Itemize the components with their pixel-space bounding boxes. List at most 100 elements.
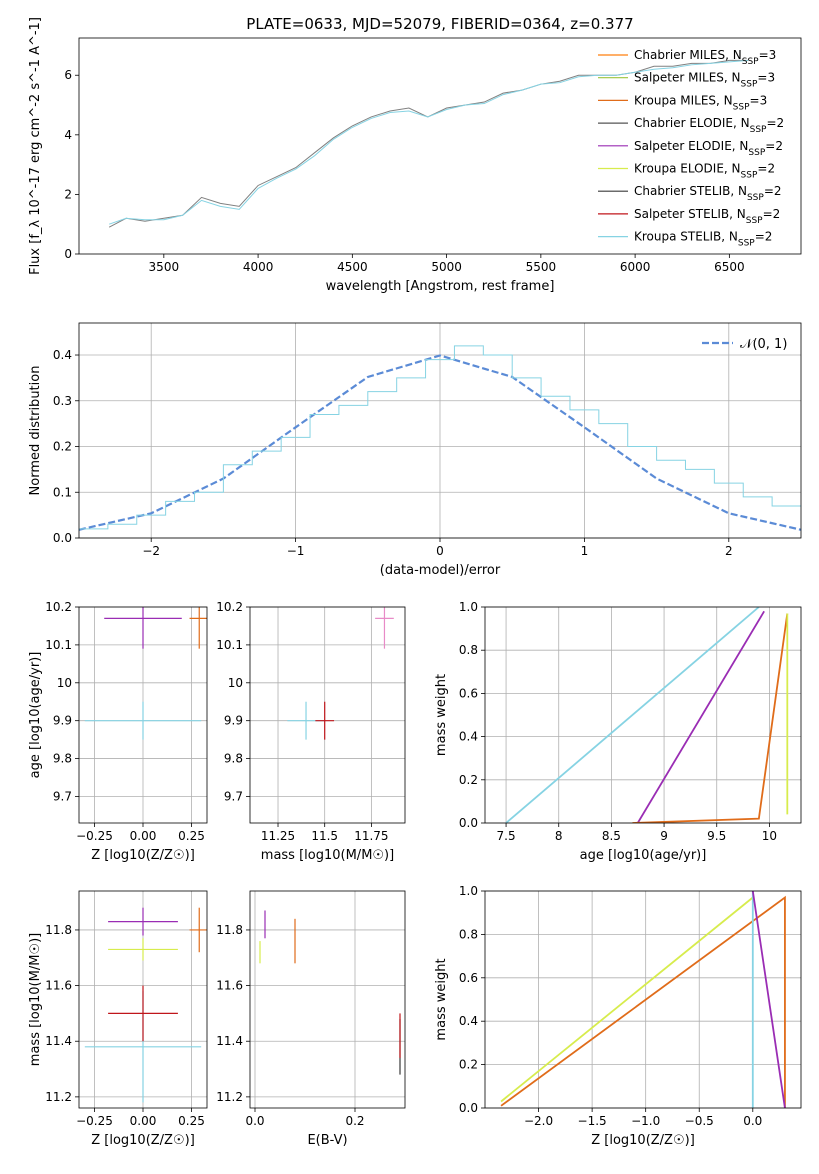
x-tick-label: −1.5 [578, 1114, 607, 1128]
y-axis-label: mass weight [434, 674, 449, 756]
axes-frame [78, 37, 802, 255]
x-tick-label: 11.25 [261, 829, 295, 843]
y-tick-label: 10.1 [216, 638, 243, 652]
x-tick-label: 5000 [431, 260, 462, 274]
figure-title: PLATE=0633, MJD=52079, FIBERID=0364, z=0… [246, 15, 633, 33]
y-tick-label: 0.8 [459, 927, 478, 941]
errorbar-point [189, 607, 207, 649]
x-tick-label: 0.25 [178, 1114, 205, 1128]
series-line [505, 607, 760, 823]
y-axis-label: Flux [f_λ 10^-17 erg cm^-2 s^-1 A^-1] [28, 17, 43, 275]
y-tick-label: 11.8 [216, 923, 243, 937]
residuals-legend: 𝒩(0, 1) [702, 337, 787, 352]
errorbar-point [375, 607, 394, 649]
y-tick-label: 10.2 [45, 600, 72, 614]
y-tick-label: 0.4 [459, 730, 478, 744]
y-tick-label: 0.2 [53, 440, 72, 454]
series-line [500, 896, 754, 1103]
legend-label: Kroupa STELIB, NSSP=2 [634, 230, 772, 249]
series-line [79, 345, 801, 530]
y-tick-label: 11.6 [45, 979, 72, 993]
legend-label: Chabrier STELIB, NSSP=2 [634, 184, 782, 203]
y-tick-label: 0.3 [53, 394, 72, 408]
y-tick-label: 9.9 [53, 714, 72, 728]
series-line [632, 613, 789, 823]
legend-label: Kroupa MILES, NSSP=3 [634, 93, 767, 112]
x-tick-label: 11.75 [354, 829, 388, 843]
legend-label: 𝒩(0, 1) [740, 337, 787, 352]
x-tick-label: 0.0 [245, 1114, 264, 1128]
y-tick-label: 0.1 [53, 485, 72, 499]
x-tick-label: −0.25 [76, 829, 113, 843]
x-axis-label: Z [log10(Z/Z☉)] [91, 1133, 195, 1148]
y-tick-label: 11.4 [45, 1034, 72, 1048]
y-tick-label: 1.0 [459, 884, 478, 898]
y-tick-label: 6 [64, 68, 72, 82]
y-tick-label: 10 [228, 676, 243, 690]
x-tick-label: 8 [555, 829, 563, 843]
legend-label: Kroupa ELODIE, NSSP=2 [634, 162, 775, 181]
y-tick-label: 10.2 [216, 600, 243, 614]
x-tick-label: 10 [762, 829, 777, 843]
x-axis-label: mass [log10(M/M☉)] [261, 848, 394, 863]
y-tick-label: 0.6 [459, 686, 478, 700]
y-axis-label: mass [log10(M/M☉)] [28, 933, 43, 1066]
y-tick-label: 0.6 [459, 971, 478, 985]
errorbar-point [315, 701, 335, 740]
x-axis-label: (data-model)/error [380, 563, 501, 578]
x-tick-label: 7.5 [497, 829, 516, 843]
y-tick-label: 9.8 [53, 752, 72, 766]
errorbar-point [84, 701, 202, 740]
x-axis-label: Z [log10(Z/Z☉)] [91, 848, 195, 863]
y-axis-label: mass weight [434, 958, 449, 1040]
y-tick-label: 4 [64, 128, 72, 142]
x-axis-label: age [log10(age/yr)] [580, 848, 707, 863]
y-tick-label: 0.0 [53, 531, 72, 545]
legend-label: Salpeter ELODIE, NSSP=2 [634, 139, 783, 158]
series-line [108, 59, 749, 225]
x-tick-label: 6000 [620, 260, 651, 274]
age-vs-metallicity-panel: −0.25 0.00 0.25 9.7 9.8 9.9 10 10.1 10.2 Z [log10… [28, 600, 208, 863]
series-line [636, 610, 765, 823]
y-tick-label: 0 [64, 247, 72, 261]
x-tick-label: 0.0 [743, 1114, 762, 1128]
errorbar-point [108, 907, 178, 936]
y-tick-label: 9.7 [53, 789, 72, 803]
x-tick-label: −2.0 [524, 1114, 553, 1128]
y-tick-label: 11.2 [216, 1090, 243, 1104]
legend-label: Salpeter STELIB, NSSP=2 [634, 207, 780, 226]
x-tick-label: −0.25 [76, 1114, 113, 1128]
y-tick-label: 2 [64, 187, 72, 201]
y-tick-label: 9.9 [224, 714, 243, 728]
residuals-panel: −2 −1 0 1 2 0.0 0.1 0.2 0.3 0.4 (data-model)/error… [28, 322, 802, 578]
x-tick-label: 0 [436, 544, 444, 558]
x-tick-label: 0.2 [345, 1114, 364, 1128]
x-tick-label: −1 [287, 544, 305, 558]
y-tick-label: 0.4 [53, 348, 72, 362]
x-tick-label: −0.5 [685, 1114, 714, 1128]
x-tick-label: −1.0 [631, 1114, 660, 1128]
axes-frame [484, 890, 802, 1109]
axes-frame [249, 890, 406, 1109]
age-vs-mass-panel: 11.25 11.5 11.75 9.7 9.8 9.9 10 10.1 10.2 mass [l… [216, 600, 406, 863]
x-tick-label: 9 [660, 829, 668, 843]
y-tick-label: 11.8 [45, 923, 72, 937]
errorbar-point [189, 907, 207, 953]
x-tick-label: 0.00 [130, 829, 157, 843]
spectrum-panel: 3500 4000 4500 5000 5500 6000 6500 0 2 4 6 waveleng… [28, 17, 802, 294]
y-tick-label: 1.0 [459, 600, 478, 614]
x-axis-label: Z [log10(Z/Z☉)] [591, 1133, 695, 1148]
y-tick-label: 0.0 [459, 816, 478, 830]
mass-weight-vs-age-panel: 7.5 8 8.5 9 9.5 10 0.0 0.2 0.4 0.6 0.8 1.0 age [log1… [434, 600, 802, 863]
x-tick-label: 3500 [149, 260, 180, 274]
axes-frame [249, 606, 406, 824]
y-tick-label: 0.2 [459, 773, 478, 787]
y-tick-label: 0.2 [459, 1058, 478, 1072]
x-tick-label: 1 [581, 544, 589, 558]
x-tick-label: 6500 [714, 260, 745, 274]
y-tick-label: 9.7 [224, 789, 243, 803]
errorbar-point [104, 607, 182, 649]
y-tick-label: 9.8 [224, 752, 243, 766]
legend-label: Salpeter MILES, NSSP=3 [634, 71, 775, 90]
